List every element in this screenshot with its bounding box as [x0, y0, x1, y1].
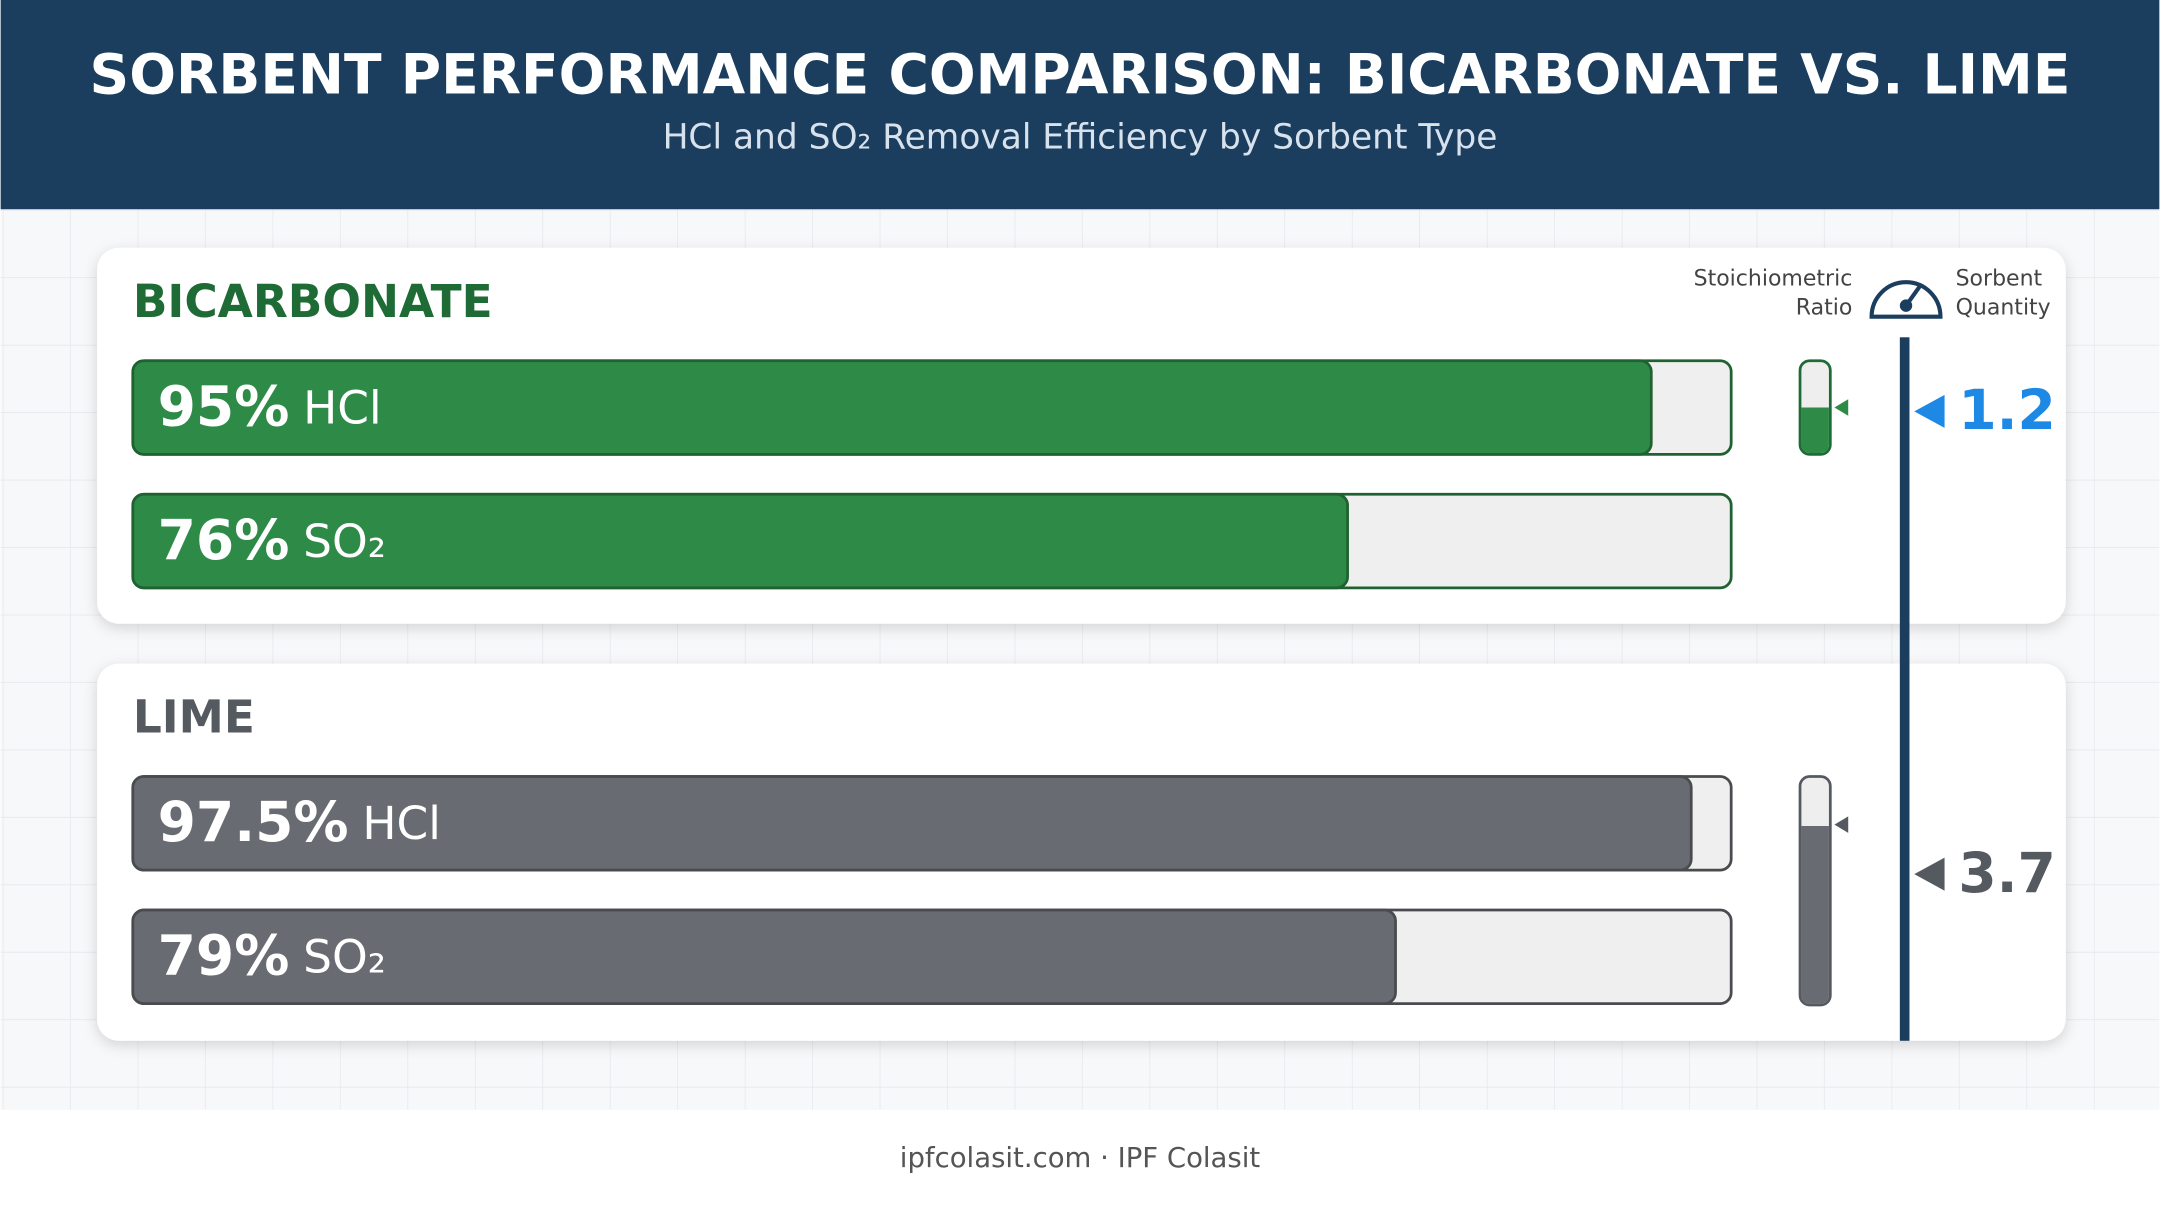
bar-label: 95% HCl — [158, 374, 382, 438]
bar-label: 97.5% HCl — [158, 790, 441, 854]
title: SORBENT PERFORMANCE COMPARISON: BICARBON… — [90, 43, 2071, 107]
ratio-label: Stoichiometric — [1694, 266, 1853, 291]
speedometer-icon — [1869, 280, 1943, 319]
bar — [131, 359, 1653, 456]
value-label: 79% — [158, 924, 290, 988]
ratio-marker — [1914, 857, 1945, 891]
category-label: SO₂ — [303, 514, 386, 567]
bar-label: 76% SO₂ — [158, 508, 386, 572]
category-label: HCl — [303, 381, 382, 434]
quantity-label: Quantity — [1956, 295, 2051, 320]
bar — [131, 775, 1693, 872]
subtitle: HCl and SO₂ Removal Efficiency by Sorben… — [663, 118, 1498, 158]
panel-title: BICARBONATE — [133, 275, 493, 328]
quantity-gauge — [1798, 775, 1849, 1007]
bar — [131, 492, 1349, 590]
header-band — [0, 0, 2160, 210]
panel-title: LIME — [133, 691, 255, 744]
quantity-label: Sorbent — [1956, 266, 2043, 291]
category-label: HCl — [362, 797, 441, 850]
value-label: 97.5% — [158, 790, 349, 854]
value-label: 76% — [158, 508, 290, 572]
bar — [131, 908, 1397, 1005]
ratio-value: 3.7 — [1958, 841, 2056, 905]
footer: ipfcolasit.com · IPF Colasit — [900, 1142, 1261, 1174]
ratio-value: 1.2 — [1958, 378, 2056, 442]
ratio-marker — [1914, 394, 1945, 428]
bar-label: 79% SO₂ — [158, 924, 386, 988]
category-label: SO₂ — [303, 930, 386, 983]
quantity-gauge — [1798, 359, 1849, 456]
ratio-label: Ratio — [1796, 295, 1853, 320]
value-label: 95% — [158, 374, 290, 438]
ratio-scale-line — [1899, 337, 1910, 1041]
